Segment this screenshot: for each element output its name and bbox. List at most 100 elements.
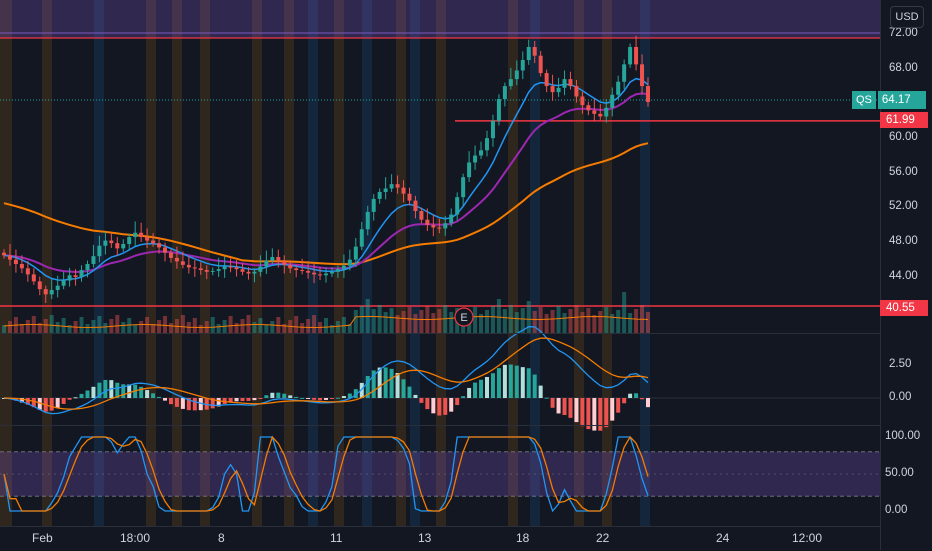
candle-body xyxy=(550,86,555,93)
pane-separator-macd[interactable] xyxy=(0,333,932,334)
macd-histogram-bar xyxy=(646,398,650,408)
chart-canvas[interactable]: E xyxy=(0,0,880,526)
candle-body xyxy=(580,96,585,106)
macd-histogram-bar xyxy=(252,398,257,401)
candle-body xyxy=(616,81,621,95)
volume-bar xyxy=(502,309,507,333)
macd-histogram-bar xyxy=(264,395,269,398)
candle-body xyxy=(133,232,138,238)
macd-histogram-bar xyxy=(91,386,96,398)
time-tick-label: 22 xyxy=(596,531,610,545)
pane-separator-stoch[interactable] xyxy=(0,425,932,426)
candle-body xyxy=(246,271,251,274)
candle-body xyxy=(377,191,382,199)
macd-histogram-bar xyxy=(413,394,418,398)
volume-bar xyxy=(622,292,627,333)
volume-bar xyxy=(25,320,30,333)
candle-body xyxy=(365,211,370,230)
candle-body xyxy=(341,265,346,270)
candle-body xyxy=(568,79,573,87)
macd-histogram-bar xyxy=(604,398,609,428)
earnings-label: E xyxy=(460,312,467,324)
macd-histogram-bar xyxy=(234,398,239,402)
volume-bar xyxy=(79,317,84,333)
ema-slow-line xyxy=(3,142,649,266)
macd-histogram-bar xyxy=(359,382,364,398)
volume-bar xyxy=(341,317,346,333)
volume-bar xyxy=(371,309,376,333)
candle-body xyxy=(646,86,650,102)
candle-body xyxy=(73,275,78,277)
candle-body xyxy=(467,162,472,178)
candle-body xyxy=(2,252,6,256)
macd-histogram-bar xyxy=(204,398,209,410)
upper-level-tag[interactable]: 61.99 xyxy=(880,112,928,128)
macd-histogram-bar xyxy=(598,398,603,431)
macd-histogram-bar xyxy=(139,386,144,398)
macd-histogram-bar xyxy=(186,398,191,411)
time-tick-label: 13 xyxy=(418,531,432,545)
volume-bar xyxy=(282,324,287,333)
macd-histogram-bar xyxy=(318,398,323,401)
macd-histogram-bar xyxy=(258,398,263,399)
volume-bar xyxy=(151,324,156,333)
volume-bar xyxy=(163,316,167,333)
candle-body xyxy=(198,268,203,271)
candle-body xyxy=(395,184,400,188)
time-axis[interactable]: Feb 18:00 8 11 13 18 22 24 12:00 xyxy=(0,526,880,551)
candle-body xyxy=(121,244,126,249)
volume-bar xyxy=(395,315,400,333)
volume-bar xyxy=(479,314,484,333)
candle-body xyxy=(556,87,561,93)
macd-histogram-bar xyxy=(580,398,585,427)
macd-histogram-bar xyxy=(634,393,639,398)
macd-histogram-bar xyxy=(180,398,185,409)
macd-histogram-bar xyxy=(294,396,299,398)
candle-body xyxy=(19,263,24,269)
macd-histogram-bar xyxy=(115,382,120,398)
macd-histogram-bar xyxy=(640,398,645,400)
candle-body xyxy=(508,79,513,87)
macd-histogram-bar xyxy=(437,398,442,416)
stoch-k-line xyxy=(3,436,649,513)
macd-histogram-bar xyxy=(532,374,537,398)
candle-body xyxy=(49,290,54,295)
volume-bar xyxy=(485,310,489,333)
candle-body xyxy=(538,55,543,74)
session-band xyxy=(334,0,344,526)
macd-histogram-bar xyxy=(502,364,507,398)
candle-body xyxy=(490,120,495,139)
macd-histogram-bar xyxy=(198,398,203,411)
currency-button[interactable]: USD xyxy=(890,6,924,28)
volume-bar xyxy=(121,322,126,333)
volume-bar xyxy=(228,316,233,333)
volume-bar xyxy=(168,323,173,333)
price-tick-label: 52.00 xyxy=(889,200,918,212)
candle-body xyxy=(7,255,12,260)
volume-bar xyxy=(526,301,531,333)
session-band xyxy=(252,0,262,526)
time-tick-label: 18:00 xyxy=(120,531,151,545)
candle-body xyxy=(85,263,90,271)
candle-body xyxy=(371,198,376,212)
macd-histogram-bar xyxy=(473,382,478,398)
macd-histogram-bar xyxy=(210,398,215,409)
candle-body xyxy=(300,270,305,272)
candle-body xyxy=(294,268,299,271)
volume-bar xyxy=(294,316,299,333)
volume-bar xyxy=(514,312,519,333)
macd-histogram-bar xyxy=(377,367,382,398)
macd-histogram-bar xyxy=(300,397,305,399)
macd-histogram-bar xyxy=(121,384,126,398)
volume-bar xyxy=(43,319,48,333)
volume-bar xyxy=(628,313,633,333)
price-axis[interactable]: 72.0068.0064.0060.0056.0052.0048.0044.00… xyxy=(880,0,932,550)
macd-histogram-bar xyxy=(216,398,221,407)
session-band xyxy=(436,0,446,526)
candle-body xyxy=(192,267,197,269)
macd-line xyxy=(3,326,649,415)
volume-bar xyxy=(85,324,90,333)
macd-histogram-bar xyxy=(282,393,287,398)
lower-level-tag[interactable]: 40.55 xyxy=(880,300,928,316)
